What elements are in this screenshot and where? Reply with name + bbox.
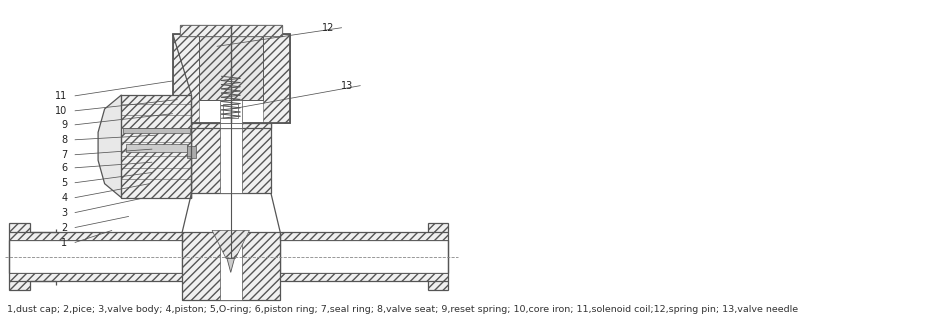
Bar <box>122 95 191 198</box>
Bar <box>428 281 448 290</box>
Text: 13: 13 <box>340 81 353 91</box>
Bar <box>191 123 271 193</box>
Text: 4: 4 <box>61 193 68 203</box>
Polygon shape <box>212 230 249 258</box>
Text: 1: 1 <box>61 238 68 248</box>
Text: 12: 12 <box>322 23 335 33</box>
Text: 8: 8 <box>61 135 68 145</box>
Bar <box>122 95 191 198</box>
Bar <box>199 34 263 100</box>
Text: 11: 11 <box>55 91 68 101</box>
Bar <box>186 146 196 157</box>
Bar <box>220 123 242 128</box>
Bar <box>124 128 189 133</box>
Text: 3: 3 <box>61 208 68 218</box>
Bar <box>281 273 448 281</box>
Bar <box>10 240 183 273</box>
Bar <box>191 123 271 128</box>
Polygon shape <box>98 95 122 198</box>
Text: 2: 2 <box>61 223 68 233</box>
Text: 7: 7 <box>61 150 68 160</box>
Bar <box>281 232 448 240</box>
Bar <box>191 123 271 128</box>
Bar <box>220 100 242 123</box>
Bar <box>181 25 282 36</box>
Bar <box>220 232 242 300</box>
Bar <box>181 25 282 36</box>
Bar <box>10 223 29 232</box>
Text: 5: 5 <box>61 178 68 188</box>
Text: 1,dust cap; 2,pice; 3,valve body; 4,piston; 5,O-ring; 6,piston ring; 7,seal ring: 1,dust cap; 2,pice; 3,valve body; 4,pist… <box>8 305 799 314</box>
Bar <box>126 145 186 152</box>
Bar <box>173 34 199 123</box>
Bar <box>10 281 29 290</box>
Bar <box>223 104 238 118</box>
Bar <box>10 232 183 240</box>
Bar <box>281 240 448 273</box>
Bar <box>183 232 281 300</box>
Bar <box>428 223 448 232</box>
Bar <box>199 34 263 100</box>
Bar <box>10 273 183 281</box>
Bar <box>220 123 242 193</box>
Bar <box>191 123 271 193</box>
Text: 6: 6 <box>61 163 68 173</box>
Bar <box>183 232 281 300</box>
Bar <box>173 34 290 123</box>
Bar <box>263 34 290 123</box>
Text: 10: 10 <box>55 106 68 116</box>
Polygon shape <box>227 258 235 273</box>
Text: 9: 9 <box>61 120 68 130</box>
